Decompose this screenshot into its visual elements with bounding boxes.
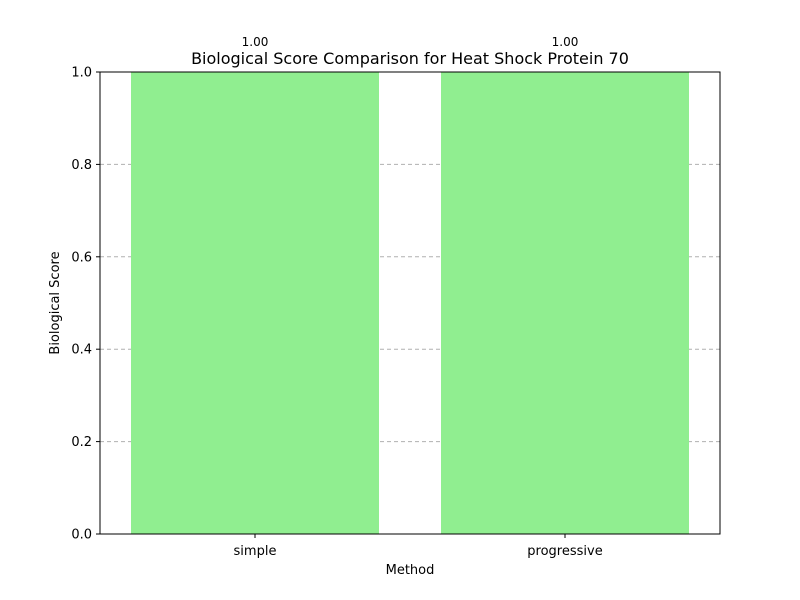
- data-label-progressive: 1.00: [552, 35, 579, 49]
- y-tick-label: 1.0: [71, 66, 92, 81]
- grid-lines: [100, 163, 720, 443]
- x-tick-label-simple: simple: [234, 544, 277, 559]
- y-tick-label: 0.0: [71, 528, 92, 543]
- x-axis-title: Method: [386, 563, 435, 578]
- y-tick-label: 0.4: [71, 343, 92, 358]
- x-axis-ticks: simple progressive: [234, 534, 603, 559]
- bars: [131, 72, 689, 534]
- y-tick-label: 0.2: [71, 435, 92, 450]
- plot-frame: [99, 71, 721, 535]
- bar-simple: [131, 72, 379, 534]
- data-labels: 1.00 1.00: [242, 35, 579, 49]
- chart-title: Biological Score Comparison for Heat Sho…: [191, 49, 629, 68]
- y-axis-ticks: 0.0 0.2 0.4 0.6 0.8 1.0: [71, 66, 100, 543]
- y-tick-label: 0.8: [71, 158, 92, 173]
- x-tick-label-progressive: progressive: [527, 544, 602, 559]
- data-label-simple: 1.00: [242, 35, 269, 49]
- bar-progressive: [441, 72, 689, 534]
- y-tick-label: 0.6: [71, 250, 92, 265]
- y-axis-title: Biological Score: [48, 251, 63, 354]
